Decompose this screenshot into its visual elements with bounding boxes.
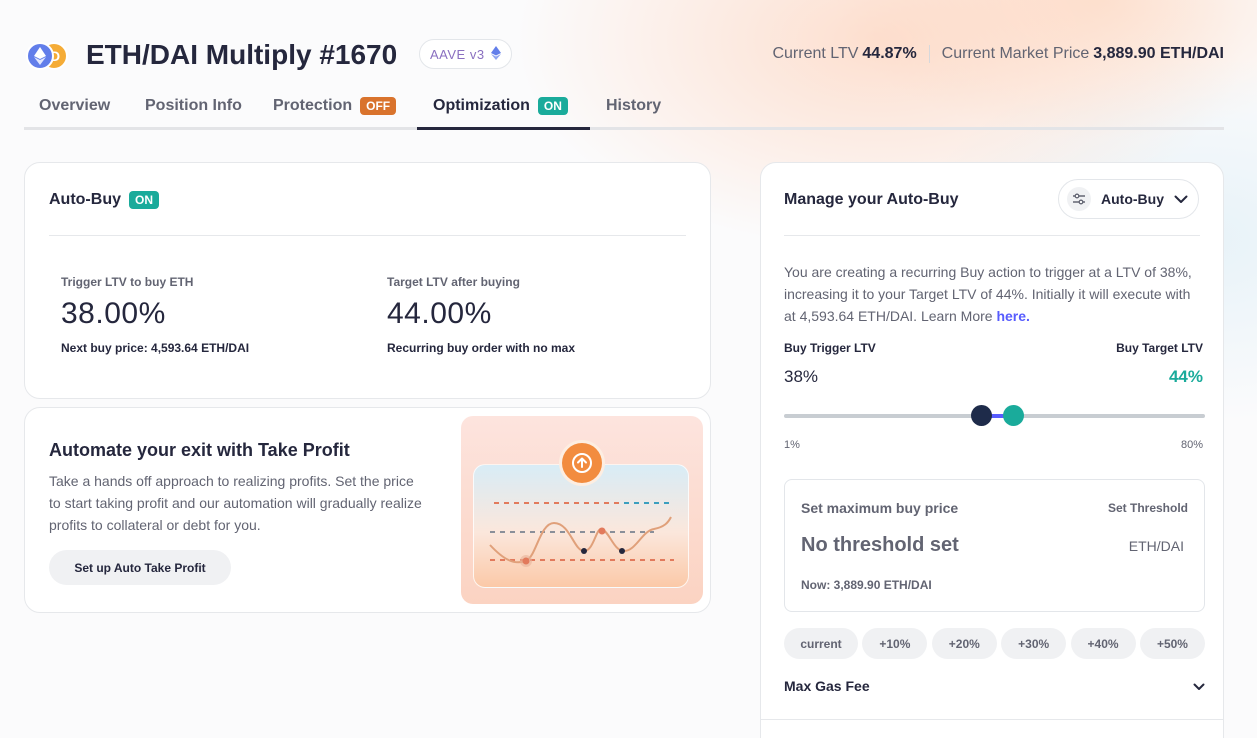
max-gas-fee-row[interactable]: Max Gas Fee (784, 675, 1205, 697)
preset-30-button[interactable]: +30% (1001, 628, 1067, 659)
chevron-down-icon (1174, 191, 1188, 207)
page-title: ETH/DAI Multiply #1670 (86, 39, 398, 70)
manage-auto-buy-panel: Manage your Auto-Buy Auto-Buy You are cr… (760, 162, 1224, 738)
token-pair-icons (26, 42, 70, 70)
buy-trigger-label: Buy Trigger LTV (784, 341, 876, 355)
tab-label: Position Info (145, 97, 242, 114)
ltv-slider-range-fill (981, 414, 1013, 418)
manage-title: Manage your Auto-Buy (784, 191, 959, 208)
set-threshold-button[interactable]: Set Threshold (1107, 501, 1188, 515)
tab-bar: Overview Position Info Protection OFF Op… (24, 88, 1224, 130)
manage-description: You are creating a recurring Buy action … (784, 261, 1204, 327)
target-ltv-metric: Target LTV after buying 44.00% Recurring… (387, 275, 575, 355)
tab-label: Overview (39, 97, 111, 114)
tab-label: History (606, 97, 662, 114)
chevron-down-icon (1193, 678, 1205, 694)
tab-overview[interactable]: Overview (39, 92, 110, 120)
dropdown-label: Auto-Buy (1101, 191, 1164, 207)
trigger-ltv-metric: Trigger LTV to buy ETH 38.00% Next buy p… (61, 275, 249, 355)
take-profit-illustration (461, 416, 703, 604)
metric-label: Target LTV after buying (387, 275, 520, 289)
buy-target-value: 44% (1168, 367, 1203, 386)
slider-min-label: 1% (784, 439, 800, 451)
automation-type-dropdown[interactable]: Auto-Buy (1058, 179, 1199, 219)
threshold-label: Set maximum buy price (801, 500, 959, 516)
threshold-input[interactable]: No threshold set (801, 534, 959, 556)
auto-buy-title: Auto-Buy (49, 191, 121, 208)
tab-protection[interactable]: Protection OFF (273, 92, 397, 120)
market-price-label: Current Market Price (941, 45, 1090, 62)
divider (49, 235, 686, 236)
preset-20-button[interactable]: +20% (931, 628, 997, 659)
auto-buy-header: Auto-Buy ON (49, 191, 159, 209)
take-profit-title: Automate your exit with Take Profit (49, 440, 350, 460)
status-badge: ON (537, 97, 568, 115)
current-price-note: Now: 3,889.90 ETH/DAI (801, 578, 932, 592)
trigger-ltv-handle[interactable] (970, 405, 992, 426)
eth-icon (26, 42, 54, 70)
learn-more-link[interactable]: here. (996, 308, 1030, 324)
tab-position-info[interactable]: Position Info (145, 92, 242, 120)
metric-subtext: Recurring buy order with no max (387, 341, 576, 355)
upload-arrow-icon (559, 440, 605, 486)
sliders-icon (1067, 187, 1091, 211)
protocol-label: AAVE v3 (430, 46, 485, 62)
header-separator (928, 45, 930, 63)
auto-buy-card: Auto-Buy ON Trigger LTV to buy ETH 38.00… (24, 162, 711, 399)
status-badge: OFF (360, 97, 397, 115)
page-header: ETH/DAI Multiply #1670 AAVE v3 Current L… (24, 36, 1224, 76)
price-preset-chips: current +10% +20% +30% +40% +50% (784, 628, 1205, 659)
gas-fee-label: Max Gas Fee (784, 678, 870, 694)
divider (761, 719, 1223, 720)
tab-history[interactable]: History (606, 92, 661, 120)
target-ltv-handle[interactable] (1002, 405, 1024, 426)
current-ltv-label: Current LTV (772, 45, 859, 62)
divider (784, 235, 1200, 236)
current-ltv-value: 44.87% (862, 45, 917, 62)
preset-40-button[interactable]: +40% (1070, 628, 1136, 659)
description-text: You are creating a recurring Buy action … (784, 264, 1192, 324)
max-buy-price-box: Set maximum buy price Set Threshold No t… (784, 479, 1205, 612)
preset-10-button[interactable]: +10% (862, 628, 928, 659)
active-tab-indicator (417, 127, 590, 130)
market-price-value: 3,889.90 ETH/DAI (1093, 45, 1224, 62)
status-badge: ON (128, 191, 159, 209)
metric-value: 38.00% (61, 297, 166, 330)
preset-current-button[interactable]: current (784, 628, 858, 659)
tab-label: Protection (273, 97, 353, 114)
buy-target-label: Buy Target LTV (1116, 341, 1203, 355)
tab-label: Optimization (433, 97, 530, 114)
slider-max-label: 80% (1180, 439, 1203, 451)
header-stats: Current LTV 44.87% Current Market Price … (772, 45, 1224, 63)
metric-value: 44.00% (387, 297, 492, 330)
take-profit-description: Take a hands off approach to realizing p… (49, 473, 422, 533)
metric-label: Trigger LTV to buy ETH (61, 275, 194, 289)
threshold-unit: ETH/DAI (1128, 538, 1184, 554)
metric-subtext: Next buy price: 4,593.64 ETH/DAI (61, 341, 250, 355)
take-profit-card: Automate your exit with Take Profit Take… (24, 407, 711, 613)
tab-optimization[interactable]: Optimization ON (433, 92, 568, 120)
ethereum-network-icon (490, 45, 501, 63)
buy-trigger-value: 38% (784, 367, 819, 386)
preset-50-button[interactable]: +50% (1139, 628, 1205, 659)
protocol-badge: AAVE v3 (419, 39, 512, 69)
setup-take-profit-button[interactable]: Set up Auto Take Profit (49, 550, 231, 585)
